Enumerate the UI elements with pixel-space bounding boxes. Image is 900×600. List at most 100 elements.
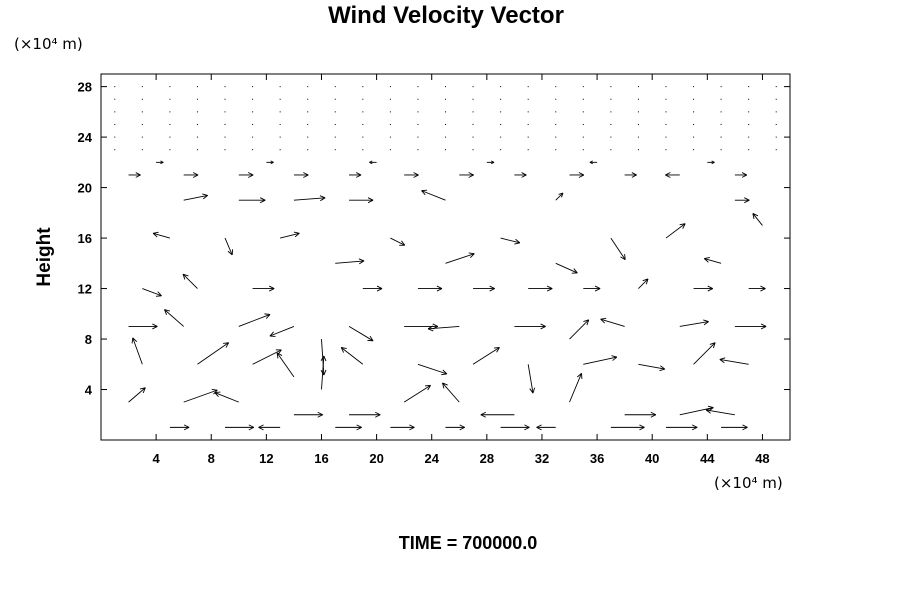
grid-point xyxy=(169,111,171,113)
grid-point xyxy=(334,136,336,138)
vector-arrow xyxy=(128,172,141,178)
grid-point xyxy=(582,136,584,138)
grid-point xyxy=(252,111,254,113)
x-tick-label: 20 xyxy=(369,451,383,466)
grid-point xyxy=(555,86,557,88)
vector-arrow xyxy=(390,237,406,246)
vector-arrow xyxy=(473,285,495,292)
vector-arrow xyxy=(266,160,274,165)
vector-arrow xyxy=(390,424,415,431)
grid-point xyxy=(637,98,639,100)
x-tick-label: 16 xyxy=(314,451,328,466)
grid-point xyxy=(748,123,750,125)
grid-point xyxy=(417,136,419,138)
vector-arrow xyxy=(427,325,460,332)
grid-point xyxy=(334,86,336,88)
vector-arrow xyxy=(169,424,190,431)
grid-point xyxy=(775,123,777,125)
grid-point xyxy=(417,123,419,125)
vector-arrow xyxy=(703,257,722,264)
grid-point xyxy=(775,136,777,138)
vector-arrow xyxy=(131,337,143,365)
grid-point xyxy=(500,111,502,113)
grid-point xyxy=(307,136,309,138)
vector-arrow xyxy=(583,285,601,292)
grid-point xyxy=(720,86,722,88)
vector-arrow xyxy=(665,172,680,178)
vector-arrow xyxy=(693,342,716,365)
x-tick-label: 40 xyxy=(645,451,659,466)
grid-point xyxy=(224,111,226,113)
grid-point xyxy=(500,86,502,88)
vector-arrow xyxy=(514,323,546,330)
vector-arrow xyxy=(589,160,598,165)
grid-point xyxy=(610,136,612,138)
grid-point xyxy=(279,136,281,138)
vector-arrow xyxy=(276,352,295,378)
grid-point xyxy=(362,136,364,138)
vector-arrow xyxy=(404,172,419,178)
x-tick-label: 28 xyxy=(480,451,494,466)
grid-point xyxy=(637,86,639,88)
y-unit-label: (×10⁴ m) xyxy=(14,35,83,53)
grid-point xyxy=(224,123,226,125)
vector-arrow xyxy=(156,160,164,165)
y-tick-label: 20 xyxy=(78,181,92,196)
vector-arrow xyxy=(679,319,709,327)
grid-point xyxy=(114,98,116,100)
grid-point xyxy=(472,123,474,125)
grid-point xyxy=(445,111,446,113)
grid-point xyxy=(527,123,529,125)
grid-point xyxy=(196,136,198,138)
vector-arrow xyxy=(445,252,475,264)
grid-point xyxy=(582,111,584,113)
grid-point xyxy=(224,86,226,88)
grid-point xyxy=(362,111,364,113)
grid-point xyxy=(665,111,667,113)
plot-frame xyxy=(100,73,791,441)
vector-arrow xyxy=(583,355,618,365)
vector-arrow xyxy=(214,391,239,403)
vector-arrow xyxy=(349,197,374,204)
grid-point xyxy=(307,98,309,100)
grid-point xyxy=(252,149,254,151)
vector-arrow xyxy=(734,197,750,204)
vector-arrow xyxy=(445,424,465,431)
vector-arrow xyxy=(142,288,162,297)
vector-arrow xyxy=(600,317,625,327)
y-tick-label: 12 xyxy=(78,282,92,297)
grid-point xyxy=(169,123,171,125)
grid-point xyxy=(472,136,474,138)
x-tick-label: 24 xyxy=(424,451,439,466)
vector-arrow xyxy=(252,285,275,292)
grid-point xyxy=(500,149,502,151)
grid-point xyxy=(279,149,281,151)
grid-point xyxy=(472,98,474,100)
grid-point xyxy=(720,98,722,100)
vector-arrow xyxy=(269,325,295,337)
x-tick-label: 12 xyxy=(259,451,273,466)
vector-arrow xyxy=(164,309,184,327)
grid-point xyxy=(693,149,695,151)
grid-point xyxy=(582,86,584,88)
grid-point xyxy=(362,149,364,151)
grid-point xyxy=(389,149,391,151)
vector-arrow xyxy=(417,363,448,376)
vector-arrow xyxy=(369,160,377,165)
x-tick-label: 48 xyxy=(755,451,769,466)
grid-point xyxy=(445,123,446,125)
grid-point xyxy=(637,136,639,138)
grid-point xyxy=(141,149,143,151)
vector-arrow xyxy=(293,195,326,202)
vector-arrow xyxy=(693,285,713,292)
grid-point xyxy=(472,86,474,88)
grid-point xyxy=(224,149,226,151)
y-tick-label: 28 xyxy=(78,80,92,95)
grid-point xyxy=(582,98,584,100)
grid-point xyxy=(500,136,502,138)
grid-point xyxy=(693,86,695,88)
grid-point xyxy=(389,98,391,100)
y-tick-label: 16 xyxy=(78,231,92,246)
grid-point xyxy=(389,136,391,138)
grid-point xyxy=(665,86,667,88)
